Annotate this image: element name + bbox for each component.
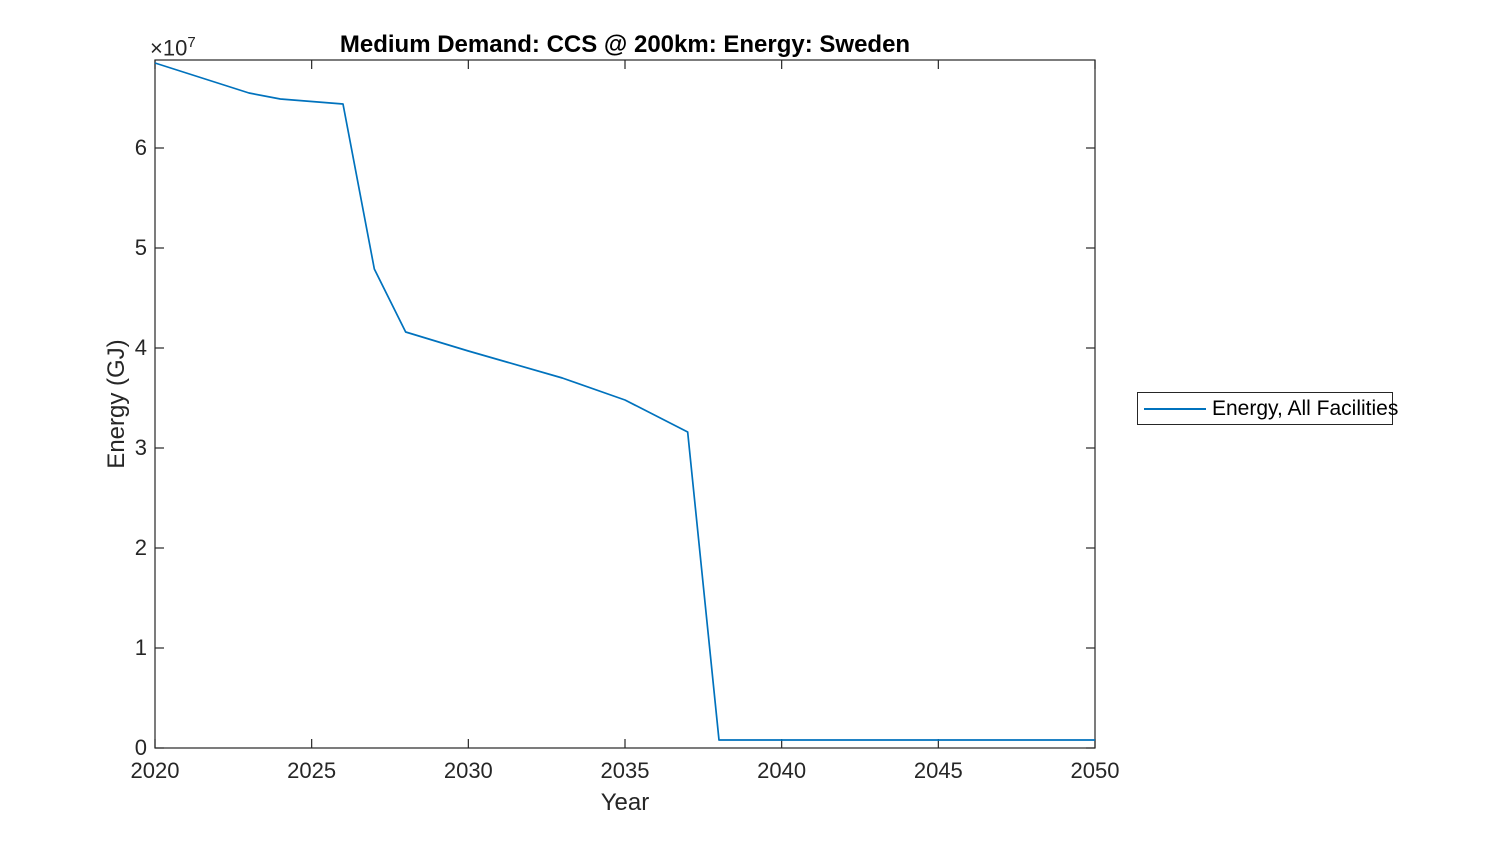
y-axis-multiplier: ×107	[150, 34, 196, 61]
series-line	[154, 62, 1095, 741]
y-tick-label: 3	[134, 435, 147, 460]
legend-series-label: Energy, All Facilities	[1212, 396, 1399, 420]
axes-box	[154, 59, 1096, 749]
x-tick-label: 2035	[600, 758, 650, 783]
x-tick-label: 2020	[130, 758, 180, 783]
chart-title: Medium Demand: CCS @ 200km: Energy: Swed…	[339, 31, 911, 58]
x-tick-label: 2025	[287, 758, 337, 783]
y-axis-multiplier-base: ×10	[150, 35, 188, 61]
y-tick-label: 4	[134, 335, 147, 360]
legend-line-sample	[1144, 407, 1206, 410]
x-tick-label: 2030	[443, 758, 493, 783]
y-tick-label: 5	[134, 235, 147, 260]
legend[interactable]: Energy, All Facilities	[1137, 392, 1398, 425]
y-tick-label: 0	[134, 735, 147, 760]
y-tick-label: 2	[134, 535, 147, 560]
y-axis-multiplier-exponent: 7	[187, 34, 196, 51]
x-tick-label: 2050	[1070, 758, 1120, 783]
y-tick-label: 1	[134, 635, 147, 660]
x-tick-label: 2045	[913, 758, 963, 783]
y-tick-label: 6	[134, 135, 147, 160]
x-tick-label: 2040	[757, 758, 807, 783]
x-axis-label: Year	[600, 789, 650, 816]
